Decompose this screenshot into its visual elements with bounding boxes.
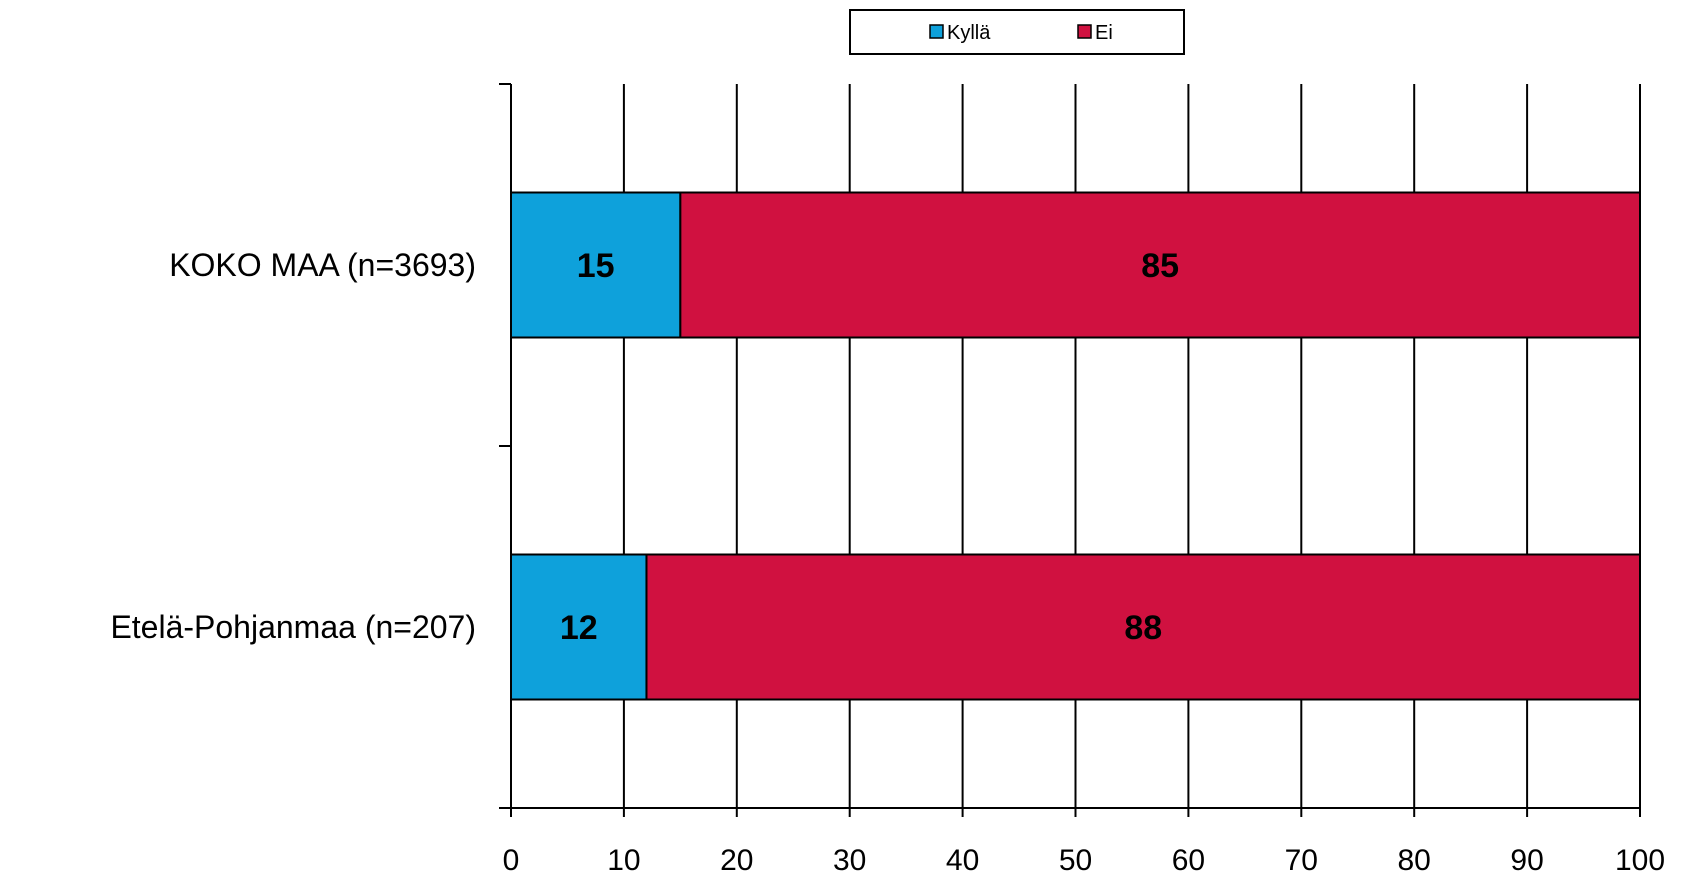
category-label: KOKO MAA (n=3693) xyxy=(169,247,476,283)
bar-ei xyxy=(679,191,1641,339)
legend-label: Kyllä xyxy=(947,22,991,44)
labels: 0 10 20 30 40 50 60 70 80 90 100 15 85 KOKO MAA (n=36… xyxy=(110,247,1665,877)
bar-ei xyxy=(645,553,1641,701)
legend-label: Ei xyxy=(1095,22,1113,44)
x-tick-label: 40 xyxy=(946,844,979,877)
data-label: 12 xyxy=(560,609,598,647)
legend: Kyllä Ei xyxy=(849,9,1185,55)
x-tick-label: 30 xyxy=(833,844,866,877)
x-tick-label: 0 xyxy=(503,844,520,877)
legend-swatch xyxy=(929,24,944,39)
x-tick-label: 10 xyxy=(607,844,640,877)
x-tick-label: 70 xyxy=(1285,844,1318,877)
x-tick-label: 90 xyxy=(1510,844,1543,877)
axes xyxy=(499,83,1641,817)
data-label: 15 xyxy=(577,247,615,285)
data-label: 88 xyxy=(1124,609,1162,647)
x-tick-label: 50 xyxy=(1059,844,1092,877)
category-label: Etelä-Pohjanmaa (n=207) xyxy=(110,609,476,645)
x-tick-label: 60 xyxy=(1172,844,1205,877)
legend-swatch xyxy=(1077,24,1092,39)
x-tick-label: 100 xyxy=(1615,844,1665,877)
x-tick-label: 20 xyxy=(720,844,753,877)
x-tick-label: 80 xyxy=(1398,844,1431,877)
legend-box xyxy=(849,9,1185,55)
data-label: 85 xyxy=(1141,247,1179,285)
bars xyxy=(510,191,1641,701)
